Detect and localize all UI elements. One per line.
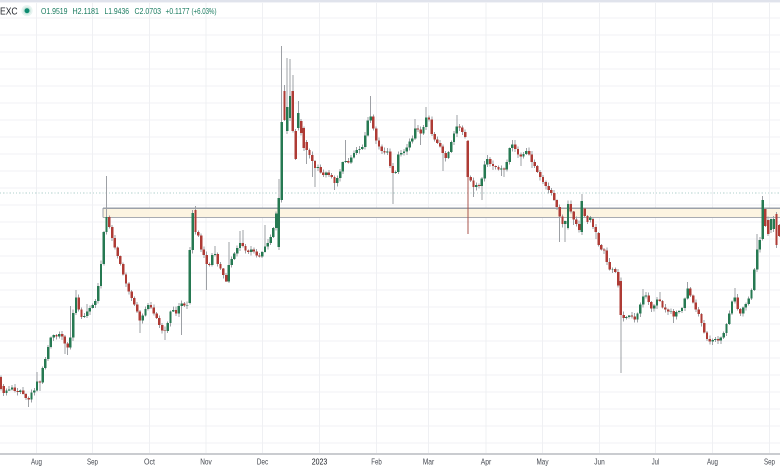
svg-text:Nov: Nov xyxy=(200,457,212,466)
svg-text:Dec: Dec xyxy=(257,457,269,466)
svg-text:Apr: Apr xyxy=(481,457,492,466)
svg-text:EXC: EXC xyxy=(0,6,18,17)
svg-text:May: May xyxy=(537,457,550,466)
svg-text:Jun: Jun xyxy=(594,457,605,466)
svg-text:2023: 2023 xyxy=(312,457,328,466)
svg-text:Feb: Feb xyxy=(371,457,382,466)
svg-text:Aug: Aug xyxy=(31,457,42,466)
svg-text:Mar: Mar xyxy=(423,457,435,466)
svg-text:Sep: Sep xyxy=(87,457,98,466)
svg-text:Jul: Jul xyxy=(652,457,660,466)
svg-text:Sep: Sep xyxy=(764,457,775,466)
svg-text:Oct: Oct xyxy=(144,457,156,466)
svg-text:Aug: Aug xyxy=(707,457,718,466)
